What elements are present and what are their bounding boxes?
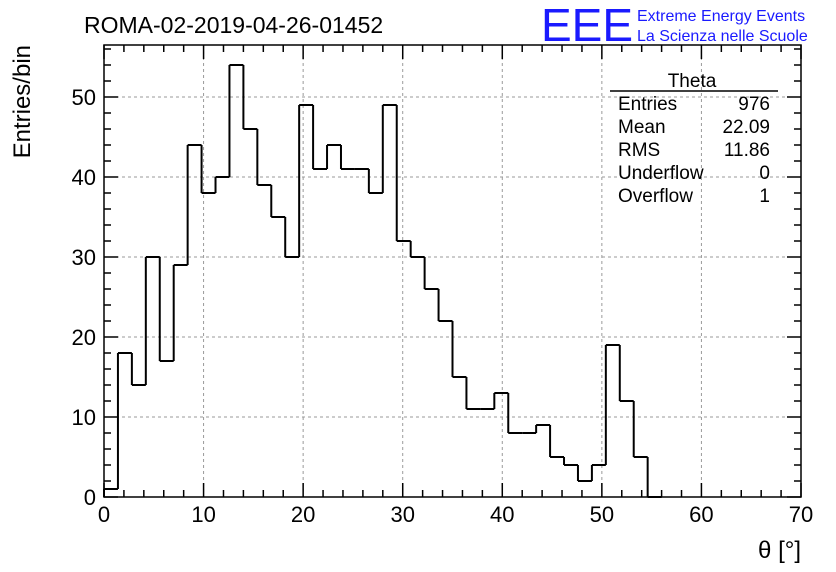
stats-row-label: RMS <box>618 140 660 161</box>
y-tick-label: 30 <box>72 245 96 270</box>
x-tick-label: 20 <box>291 502 315 527</box>
x-tick-label: 10 <box>191 502 215 527</box>
stats-row-value: 11.86 <box>724 140 770 161</box>
stats-row-label: Mean <box>618 117 666 138</box>
x-tick-label: 60 <box>689 502 713 527</box>
stats-row-value: 1 <box>759 186 770 207</box>
stats-box: Theta Entries 976 Mean 22.09 RMS 11.86 Underfl… <box>610 71 778 207</box>
stats-row-value: 22.09 <box>722 117 770 138</box>
x-axis-title: θ [°] <box>758 537 801 564</box>
logo-line-2: La Scienza nelle Scuole <box>637 28 808 45</box>
stats-row-label: Underflow <box>618 163 704 184</box>
y-tick-label: 50 <box>72 85 96 110</box>
x-tick-label: 40 <box>490 502 514 527</box>
stats-row-label: Overflow <box>618 186 693 207</box>
x-tick-label: 30 <box>390 502 414 527</box>
stats-row-value: 0 <box>759 163 770 184</box>
histogram-bars <box>103 64 662 498</box>
logo-mark: EEE <box>541 0 633 51</box>
plot-frame <box>103 44 802 498</box>
y-axis-title: Entries/bin <box>9 45 36 158</box>
stats-row-label: Entries <box>618 94 677 115</box>
eee-logo: EEE Extreme Energy Events La Scienza nel… <box>541 0 808 51</box>
y-tick-label: 10 <box>72 405 96 430</box>
x-tick-labels: 0 10 20 30 40 50 60 70 <box>98 502 813 527</box>
stats-row-value: 976 <box>738 94 770 115</box>
run-title: ROMA-02-2019-04-26-01452 <box>84 12 383 38</box>
x-tick-label: 50 <box>590 502 614 527</box>
logo-line-1: Extreme Energy Events <box>637 8 805 25</box>
y-tick-label: 20 <box>72 325 96 350</box>
x-tick-label: 70 <box>789 502 813 527</box>
y-tick-label: 40 <box>72 165 96 190</box>
stats-title: Theta <box>668 71 717 92</box>
y-tick-label: 0 <box>84 485 96 510</box>
grid-lines <box>104 45 801 497</box>
x-tick-label: 0 <box>98 502 110 527</box>
axis-ticks <box>103 45 802 498</box>
y-tick-labels: 0 10 20 30 40 50 <box>72 85 96 510</box>
